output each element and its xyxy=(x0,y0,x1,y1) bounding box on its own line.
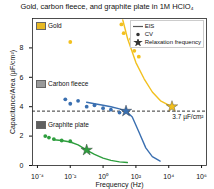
html-text:Graphite plate: Graphite plate xyxy=(48,120,89,128)
html-text:Gold: Gold xyxy=(48,22,62,30)
svg-text:10²: 10² xyxy=(131,173,142,180)
svg-text:Frequency (Hz): Frequency (Hz) xyxy=(95,181,143,189)
svg-text:10⁶: 10⁶ xyxy=(196,173,207,180)
svg-text:3.7 µF/cm²: 3.7 µF/cm² xyxy=(172,113,204,121)
svg-text:2: 2 xyxy=(20,132,24,139)
html-text:EIS: EIS xyxy=(144,23,155,29)
svg-text:10⁻²: 10⁻² xyxy=(64,173,77,180)
html-text:Relaxation frequency: Relaxation frequency xyxy=(144,39,201,45)
html-text:Carbon fleece: Carbon fleece xyxy=(48,79,89,87)
svg-text:6: 6 xyxy=(20,74,24,81)
svg-text:8: 8 xyxy=(20,44,24,51)
svg-text:4: 4 xyxy=(20,103,24,110)
html-text:Gold, carbon fleece, and graph: Gold, carbon fleece, and graphite plate … xyxy=(20,2,194,11)
svg-text:10⁴: 10⁴ xyxy=(163,173,174,180)
svg-text:0: 0 xyxy=(20,162,24,169)
svg-text:Capacitance/Area (μF/cm²): Capacitance/Area (μF/cm²) xyxy=(9,50,17,134)
html-text:CV: CV xyxy=(144,31,153,37)
svg-text:10⁰: 10⁰ xyxy=(98,173,109,180)
svg-text:10⁻⁴: 10⁻⁴ xyxy=(31,173,44,180)
